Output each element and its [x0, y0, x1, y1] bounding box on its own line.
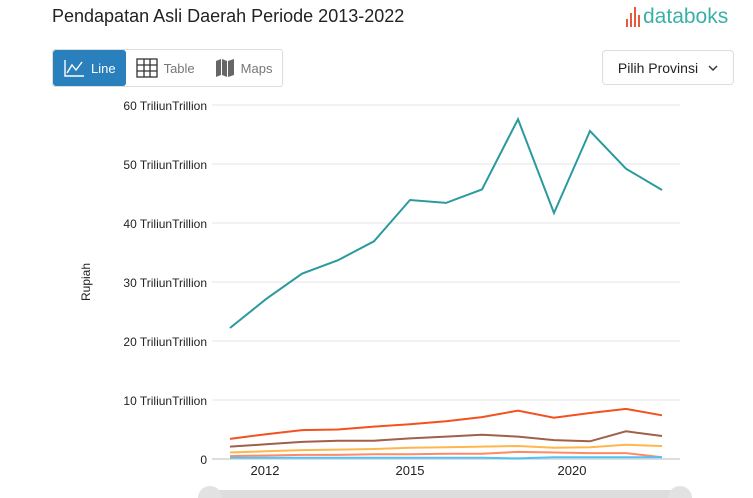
series-line-1[interactable]	[229, 407, 663, 440]
y-tick-label: 40 TriliunTrillion	[123, 217, 207, 231]
y-axis-label: Rupiah	[79, 263, 93, 301]
line-view-button[interactable]: Line	[53, 50, 126, 86]
line-label: Line	[91, 60, 116, 76]
databoks-logo: databoks	[626, 5, 728, 29]
view-toggle: Line Table Maps	[52, 49, 284, 87]
x-tick-label: 2015	[396, 463, 425, 478]
maps-view-button[interactable]: Maps	[205, 50, 283, 86]
chart-title: Pendapatan Asli Daerah Periode 2013-2022	[52, 6, 405, 26]
logo-bars-icon	[626, 7, 640, 27]
table-view-button[interactable]: Table	[126, 50, 205, 86]
chevron-down-icon	[708, 65, 718, 71]
range-handle-left[interactable]	[198, 486, 222, 498]
series-line-3[interactable]	[229, 443, 663, 454]
range-handle-right[interactable]	[668, 486, 692, 498]
x-tick-label: 2020	[558, 463, 587, 478]
series-line-2[interactable]	[229, 430, 663, 448]
province-select-label: Pilih Provinsi	[617, 59, 699, 76]
y-tick-label: 20 TriliunTrillion	[123, 335, 207, 349]
y-tick-label: 50 TriliunTrillion	[123, 158, 207, 172]
map-icon	[215, 59, 234, 77]
series-line-0[interactable]	[229, 116, 663, 329]
line-chart-icon	[64, 60, 84, 77]
range-slider[interactable]	[198, 486, 692, 498]
maps-label: Maps	[240, 60, 273, 76]
logo-text: databoks	[643, 5, 729, 28]
y-tick-label: 0	[200, 453, 207, 467]
province-select[interactable]: Pilih Provinsi	[602, 50, 734, 85]
x-tick-label: 2012	[251, 463, 280, 478]
series-line-4[interactable]	[229, 450, 663, 459]
series-line-5[interactable]	[230, 456, 662, 460]
table-icon	[135, 58, 158, 78]
y-tick-label: 60 TriliunTrillion	[123, 99, 207, 113]
y-tick-label: 10 TriliunTrillion	[123, 394, 207, 408]
y-tick-label: 30 TriliunTrillion	[123, 276, 207, 290]
table-label: Table	[163, 60, 195, 76]
